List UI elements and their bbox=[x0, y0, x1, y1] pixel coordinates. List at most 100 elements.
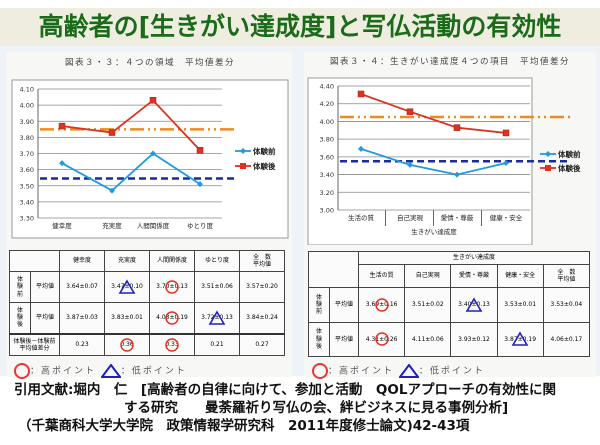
table-cell: 3.84±0.24 bbox=[239, 301, 285, 335]
row-label: 平均値 bbox=[329, 287, 359, 323]
table-cell: 3.51±0.02 bbox=[404, 287, 452, 323]
y-tick-label: 3.60 bbox=[20, 166, 34, 174]
high-point-circle-icon bbox=[120, 338, 134, 352]
x-tick-label: 自己実現 bbox=[397, 213, 424, 222]
table-corner bbox=[308, 250, 359, 289]
high-point-circle-icon bbox=[165, 338, 179, 352]
legend-label: 体験前 bbox=[253, 146, 276, 156]
table-cell: 3.70±0.13 bbox=[149, 271, 195, 303]
data-point bbox=[150, 150, 156, 157]
high-point-circle-icon bbox=[312, 363, 328, 379]
data-point bbox=[59, 160, 65, 167]
table-cell: 4.06±0.17 bbox=[542, 321, 591, 357]
chart-title: 図表３・３：４つの領域 平均値差分 bbox=[65, 57, 235, 68]
table-cell: 3.51±0.06 bbox=[194, 271, 240, 303]
x-tick-label: ゆとり度 bbox=[187, 221, 214, 230]
table-cell: 3.83±0.01 bbox=[104, 301, 150, 335]
data-point bbox=[149, 97, 157, 104]
table-cell: 4.11±0.06 bbox=[404, 321, 452, 357]
group-header: 生きがい達成度 bbox=[358, 251, 590, 265]
column-header: 充実度 bbox=[104, 250, 150, 272]
diff-row-label: 体験後－体験前 平均値差分 bbox=[9, 332, 60, 356]
table-3-3: 健幸度 充実度 人間関係度 ゆとり度全 数 平均値体 験 前平均値 3.64±0.07 3… bbox=[9, 250, 285, 356]
citation-line-2: する研究 曼荼羅祈り写仏の会、絆ビジネスに見る事例分析] bbox=[124, 400, 509, 416]
y-tick-label: 3.60 bbox=[320, 153, 334, 161]
legend-marker bbox=[240, 148, 246, 154]
low-point-triangle-icon bbox=[208, 310, 226, 325]
table-cell: 3.47±0.10 bbox=[104, 271, 150, 303]
y-tick-label: 4.10 bbox=[20, 86, 34, 94]
high-point-circle-icon bbox=[165, 280, 179, 294]
table-cell: 3.93±0.12 bbox=[450, 321, 498, 357]
series-line-1 bbox=[61, 99, 201, 151]
series-line-0 bbox=[61, 152, 201, 192]
diff-cell: 0.21 bbox=[194, 332, 240, 356]
data-point bbox=[108, 129, 116, 136]
data-point bbox=[503, 160, 509, 167]
citation-line-3: （千葉商科大学大学院 政策情報学研究科 2011年度修士論文)42-43項 bbox=[18, 418, 470, 434]
table-cell: 3.87±0.19 bbox=[496, 321, 544, 357]
legend-marker bbox=[240, 163, 246, 169]
diff-cell: 0.23 bbox=[59, 332, 105, 356]
data-point bbox=[58, 122, 66, 130]
row-group-label: 体 験 前 bbox=[308, 287, 330, 323]
table-cell: 3.40±0.13 bbox=[450, 287, 498, 323]
y-tick-label: 4.00 bbox=[320, 118, 334, 126]
row-group-label: 体 験 後 bbox=[9, 301, 31, 335]
y-tick-label: 3.30 bbox=[20, 215, 34, 223]
x-tick-label: 愛情・尊厳 bbox=[441, 213, 474, 222]
y-tick-label: 3.40 bbox=[20, 198, 34, 206]
data-point bbox=[109, 187, 115, 194]
legend-label: 体験後 bbox=[558, 163, 581, 173]
column-header: 健康・安全 bbox=[496, 263, 544, 289]
series-line-1 bbox=[360, 93, 507, 134]
x-tick-label: 充実度 bbox=[102, 221, 122, 230]
x-tick-label: 健康・安全 bbox=[490, 213, 523, 222]
marker-legend-left: ：高ポイント ：低ポイント bbox=[14, 363, 187, 379]
y-tick-label: 4.20 bbox=[320, 100, 334, 108]
row-label: 平均値 bbox=[30, 301, 60, 335]
column-header: 全 数 平均値 bbox=[239, 250, 285, 272]
column-header: 生活の質 bbox=[357, 263, 406, 289]
low-point-triangle-icon bbox=[398, 364, 419, 378]
y-tick-label: 3.50 bbox=[20, 182, 34, 190]
y-tick-label: 3.80 bbox=[20, 134, 34, 142]
column-header: 健幸度 bbox=[59, 250, 105, 272]
table-cell: 4.31±0.26 bbox=[357, 321, 406, 357]
y-tick-label: 3.70 bbox=[20, 150, 34, 158]
slide-title: 高齢者の[生きがい達成度]と写仏活動の有効性 bbox=[0, 8, 600, 46]
data-point bbox=[197, 181, 203, 188]
data-point bbox=[502, 129, 510, 137]
y-tick-label: 3.20 bbox=[320, 189, 334, 197]
table-cell: 3.72±0.13 bbox=[194, 301, 240, 335]
diff-cell: 0.36 bbox=[104, 332, 150, 356]
table-cell: 3.53±0.01 bbox=[496, 287, 544, 323]
y-tick-label: 3.00 bbox=[320, 207, 334, 215]
data-point bbox=[453, 124, 461, 131]
table-cell: 3.69±0.16 bbox=[357, 287, 406, 323]
chart-3-4: 図表３・４：生きがい達成度４つの項目 平均値差分 3.00 3.20 3.40 3.60… bbox=[307, 56, 581, 245]
legend-label: 体験後 bbox=[253, 161, 276, 171]
table-cell: 3.64±0.07 bbox=[59, 271, 105, 303]
data-point bbox=[357, 90, 365, 98]
citation-line-1: 引用文献:堀内 仁 [高齢者の自律に向けて、参加と活動 QOLアプローチの有効性… bbox=[14, 382, 556, 398]
low-point-triangle-icon bbox=[100, 364, 121, 378]
y-tick-label: 3.80 bbox=[320, 136, 334, 144]
x-axis-label: 生きがい達成度 bbox=[411, 227, 457, 236]
data-point bbox=[454, 171, 460, 178]
x-tick-label: 生活の質 bbox=[348, 213, 375, 222]
y-tick-label: 4.00 bbox=[20, 102, 34, 110]
high-point-circle-icon bbox=[165, 311, 179, 325]
data-point bbox=[406, 108, 414, 115]
column-header: 愛情・尊厳 bbox=[450, 263, 498, 289]
row-group-label: 体 験 後 bbox=[308, 321, 330, 357]
row-label: 平均値 bbox=[30, 271, 60, 303]
column-header: 自己実現 bbox=[404, 263, 452, 289]
legend-marker bbox=[545, 165, 551, 171]
high-point-circle-icon bbox=[14, 363, 30, 379]
chart-title: 図表３・４：生きがい達成度４つの項目 平均値差分 bbox=[330, 56, 570, 67]
marker-legend-right: ：高ポイント ：低ポイント bbox=[312, 363, 485, 379]
x-tick-label: 人間関係度 bbox=[137, 221, 170, 230]
high-point-circle-icon bbox=[374, 298, 389, 312]
column-header: 人間関係度 bbox=[149, 250, 195, 272]
